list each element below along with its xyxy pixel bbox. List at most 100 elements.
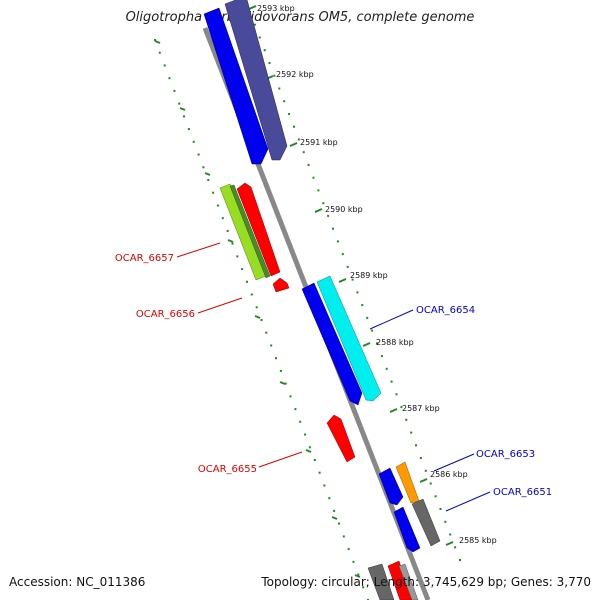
track-dot bbox=[253, 23, 256, 26]
gene-arrow-blue bbox=[378, 467, 404, 506]
position-tick-label: 2587 kbp bbox=[402, 404, 440, 413]
track-dot bbox=[212, 191, 215, 194]
track-dot bbox=[163, 64, 166, 67]
track-dot bbox=[328, 497, 331, 500]
position-tick-label: 2593 kbp bbox=[257, 4, 295, 13]
track-dot bbox=[173, 89, 176, 92]
track-dot bbox=[336, 240, 339, 243]
track-dot bbox=[376, 342, 378, 345]
track-dot bbox=[371, 329, 374, 332]
track-dot bbox=[293, 125, 295, 128]
track-dot bbox=[263, 49, 266, 52]
track-dot bbox=[308, 446, 311, 449]
track-dot bbox=[268, 62, 271, 64]
position-tick-label: 2592 kbp bbox=[276, 70, 314, 79]
label-connector bbox=[258, 451, 303, 468]
track-dot bbox=[434, 495, 437, 498]
track-dot bbox=[439, 508, 442, 510]
gene-label-OCAR-6656[interactable]: OCAR_6656 bbox=[136, 309, 195, 320]
label-connector bbox=[197, 297, 243, 314]
gene-label-OCAR-6655[interactable]: OCAR_6655 bbox=[198, 464, 257, 475]
track-dot bbox=[192, 140, 195, 143]
track-dot bbox=[279, 369, 282, 372]
track-dot bbox=[307, 163, 310, 166]
gene-label-OCAR-6653[interactable]: OCAR_6653 bbox=[476, 449, 535, 460]
track-dot bbox=[352, 560, 355, 563]
track-dot bbox=[395, 393, 398, 396]
gene-label-connectors bbox=[176, 242, 491, 512]
track-dot bbox=[221, 217, 224, 220]
genome-summary-text: Topology: circular; Length: 3,745,629 bp… bbox=[261, 575, 591, 589]
track-dot bbox=[197, 153, 200, 156]
track-dot bbox=[284, 382, 287, 385]
track-dot bbox=[400, 406, 403, 409]
track-dash bbox=[279, 381, 286, 385]
gene-arrow-blue bbox=[203, 7, 269, 165]
track-dot bbox=[216, 204, 219, 207]
track-dot bbox=[260, 319, 263, 321]
gene-label-OCAR-6651[interactable]: OCAR_6651 bbox=[493, 487, 552, 498]
track-dot bbox=[362, 586, 365, 589]
track-dot bbox=[168, 77, 171, 80]
track-dot bbox=[338, 522, 340, 525]
track-dot bbox=[226, 229, 229, 232]
gene-arrow-red bbox=[236, 182, 281, 277]
track-dot bbox=[183, 115, 185, 118]
track-dot bbox=[459, 559, 461, 561]
position-tick-label: 2586 kbp bbox=[430, 470, 468, 479]
track-dash bbox=[179, 107, 186, 111]
gene-label-OCAR-6657[interactable]: OCAR_6657 bbox=[115, 253, 174, 264]
track-dot bbox=[449, 533, 452, 536]
track-dot bbox=[231, 242, 234, 245]
track-dot bbox=[299, 420, 302, 423]
track-dash bbox=[227, 239, 234, 243]
accession-text: Accession: NC_011386 bbox=[9, 575, 146, 589]
track-dot bbox=[356, 291, 359, 294]
label-connector bbox=[369, 309, 414, 330]
gene-arrow-gray bbox=[398, 563, 419, 600]
position-tick bbox=[289, 142, 298, 147]
position-tick bbox=[248, 5, 257, 10]
position-tick bbox=[362, 342, 371, 347]
track-dot bbox=[207, 179, 210, 181]
track-dot bbox=[444, 520, 447, 523]
track-dot bbox=[302, 151, 305, 154]
gene-arrow-gray bbox=[411, 498, 441, 547]
track-dot bbox=[236, 255, 239, 258]
track-dot bbox=[258, 36, 261, 39]
track-dot bbox=[380, 355, 383, 358]
gene-arrow-red bbox=[326, 414, 356, 463]
position-tick bbox=[419, 478, 428, 483]
track-dot bbox=[454, 546, 457, 549]
track-dot bbox=[346, 265, 349, 268]
track-dot bbox=[333, 509, 336, 512]
track-dash bbox=[354, 574, 361, 578]
position-tick-label: 2589 kbp bbox=[350, 271, 388, 280]
track-dot bbox=[322, 202, 325, 205]
gene-arrow-red-small bbox=[272, 277, 290, 293]
track-dot bbox=[366, 316, 369, 319]
track-dot bbox=[312, 176, 315, 179]
track-dash bbox=[154, 40, 161, 44]
position-ticks: 2593 kbp 2592 kbp 2591 kbp 2590 kbp 2589… bbox=[248, 4, 497, 546]
track-dot bbox=[202, 166, 205, 169]
track-dot bbox=[332, 227, 334, 230]
track-dot bbox=[265, 331, 268, 334]
track-dot bbox=[289, 395, 292, 398]
track-dot bbox=[275, 357, 277, 360]
gene-label-OCAR-6654[interactable]: OCAR_6654 bbox=[416, 305, 475, 316]
track-dot bbox=[327, 214, 330, 217]
gene-labels: OCAR_6657 OCAR_6656 OCAR_6655 OCAR_6654 … bbox=[115, 253, 552, 498]
track-dot bbox=[187, 128, 190, 131]
track-dot bbox=[361, 304, 364, 307]
gene-arrow-gray bbox=[367, 563, 395, 600]
track-dash bbox=[305, 449, 312, 453]
track-dot bbox=[347, 548, 350, 551]
position-tick bbox=[389, 408, 398, 413]
track-dot bbox=[357, 573, 360, 576]
track-dot bbox=[304, 433, 307, 436]
track-dot bbox=[385, 367, 388, 370]
track-dot bbox=[313, 459, 316, 461]
